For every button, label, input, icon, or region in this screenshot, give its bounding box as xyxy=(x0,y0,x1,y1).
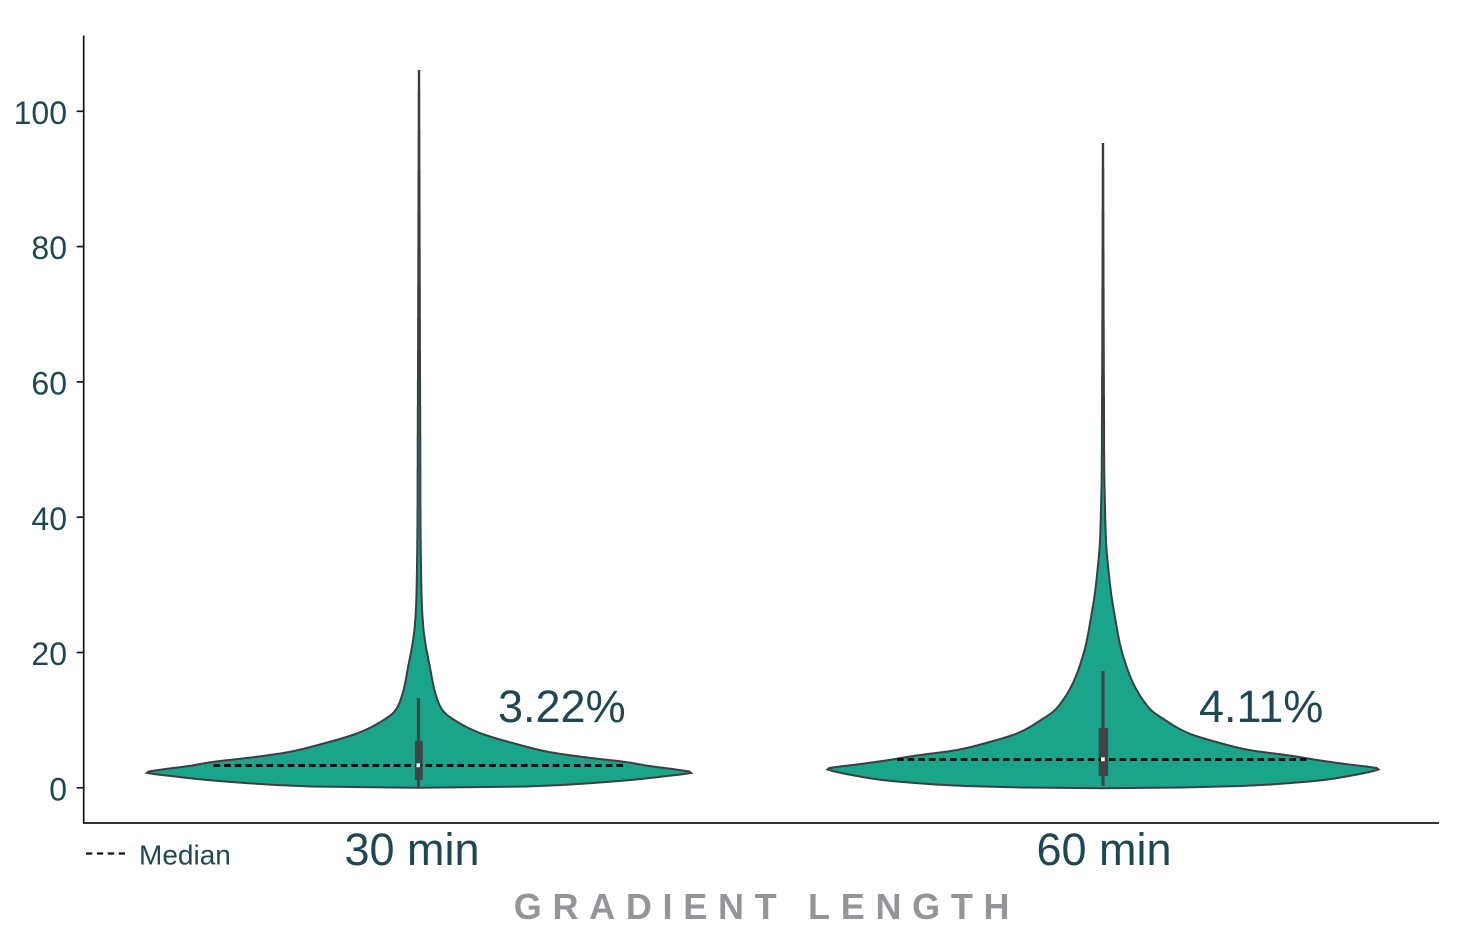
svg-text:60: 60 xyxy=(31,366,67,402)
svg-text:60 min: 60 min xyxy=(1036,824,1171,875)
svg-text:40: 40 xyxy=(31,501,67,537)
svg-text:100: 100 xyxy=(14,95,67,131)
svg-text:3.22%: 3.22% xyxy=(498,681,626,732)
svg-text:30 min: 30 min xyxy=(344,824,479,875)
svg-text:GRADIENT LENGTH: GRADIENT LENGTH xyxy=(514,886,1021,927)
svg-text:20: 20 xyxy=(31,636,67,672)
svg-text:4.11%: 4.11% xyxy=(1199,681,1323,732)
svg-text:Median: Median xyxy=(139,840,231,871)
svg-text:0: 0 xyxy=(49,771,67,807)
svg-text:80: 80 xyxy=(31,230,67,266)
